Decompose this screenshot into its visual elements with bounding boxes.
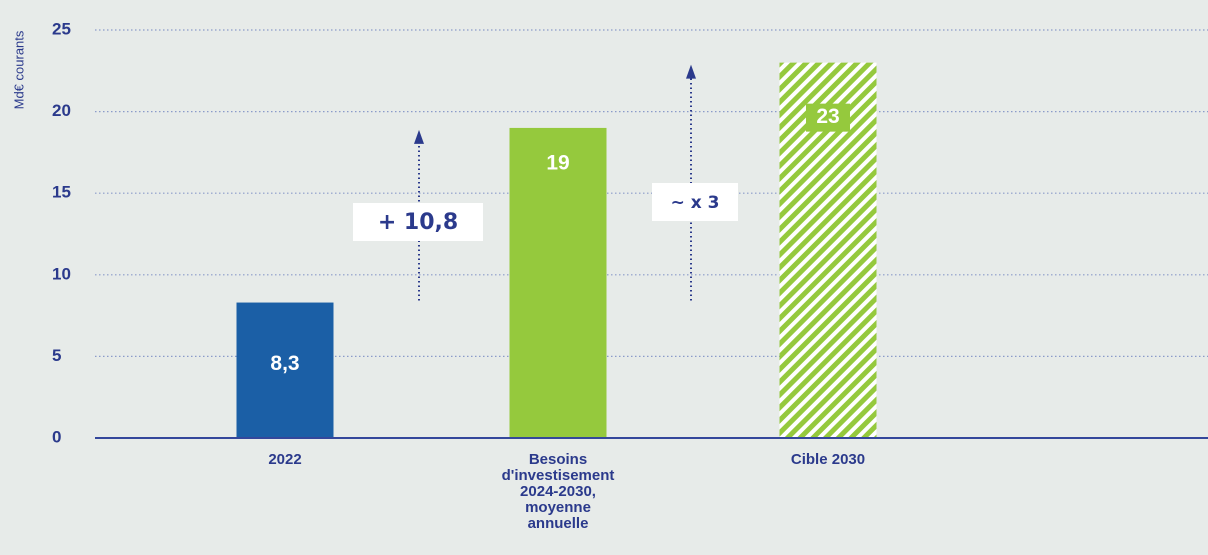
value-label: 8,3	[270, 352, 299, 375]
value-label: 23	[816, 105, 839, 128]
annotation: + 10,8	[378, 210, 458, 235]
value-label-box	[806, 103, 850, 132]
annotation-box	[353, 203, 483, 241]
x-tick-label: Cible 2030	[790, 451, 866, 468]
y-axis-label: Md€ courants	[11, 30, 26, 109]
y-tick-label: 0	[52, 427, 61, 446]
y-tick-label: 25	[52, 19, 71, 38]
bar	[236, 302, 334, 438]
y-tick-label: 20	[52, 101, 71, 120]
y-tick-label: 15	[52, 183, 71, 202]
x-tick-label: 2022	[268, 451, 302, 468]
y-tick-label: 5	[52, 346, 61, 365]
annotation: ~ x 3	[671, 193, 720, 213]
value-label: 19	[546, 151, 569, 174]
x-tick-label: Besoins d'investisement 2024-2030, moyen…	[501, 451, 615, 532]
arrow-head	[414, 129, 424, 144]
annotation-box	[652, 183, 738, 221]
arrow-head	[686, 64, 696, 79]
bar	[509, 127, 607, 439]
y-tick-label: 10	[52, 264, 71, 283]
